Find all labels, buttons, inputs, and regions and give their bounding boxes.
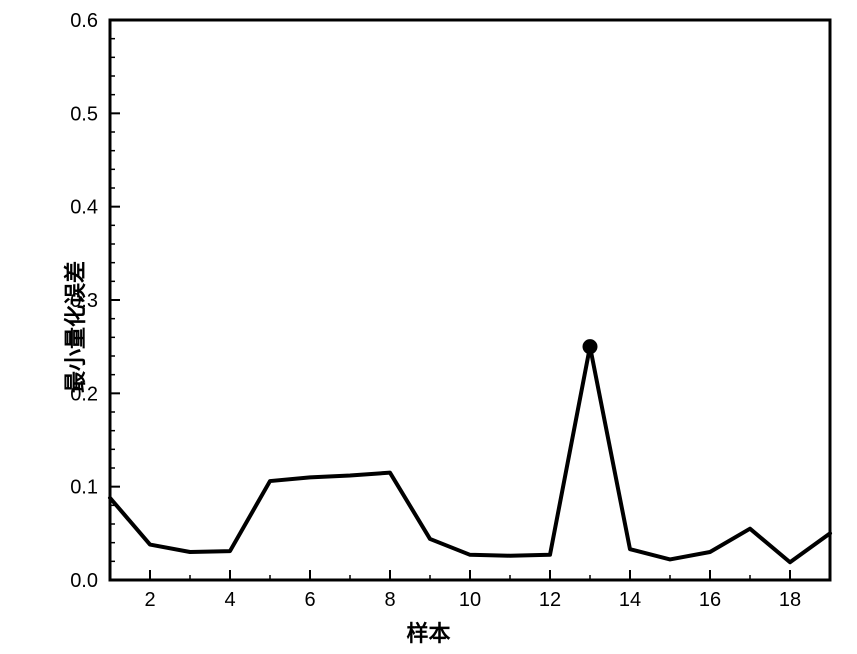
svg-text:2: 2 <box>144 589 155 611</box>
svg-text:0.0: 0.0 <box>70 570 98 592</box>
chart-container: 0.00.10.20.30.40.50.624681012141618 最小量化… <box>0 0 857 654</box>
svg-text:16: 16 <box>699 589 721 611</box>
svg-text:0.4: 0.4 <box>70 197 98 219</box>
svg-text:6: 6 <box>304 589 315 611</box>
svg-text:8: 8 <box>384 589 395 611</box>
svg-text:0.6: 0.6 <box>70 10 98 32</box>
x-axis-label: 样本 <box>406 616 450 648</box>
svg-text:4: 4 <box>224 589 235 611</box>
svg-text:0.5: 0.5 <box>70 103 98 125</box>
y-axis-label: 最小量化误差 <box>58 261 90 393</box>
chart-svg: 0.00.10.20.30.40.50.624681012141618 <box>0 0 857 654</box>
svg-text:0.1: 0.1 <box>70 477 98 499</box>
svg-text:12: 12 <box>539 589 561 611</box>
svg-text:10: 10 <box>459 589 481 611</box>
svg-text:18: 18 <box>779 589 801 611</box>
svg-text:14: 14 <box>619 589 641 611</box>
